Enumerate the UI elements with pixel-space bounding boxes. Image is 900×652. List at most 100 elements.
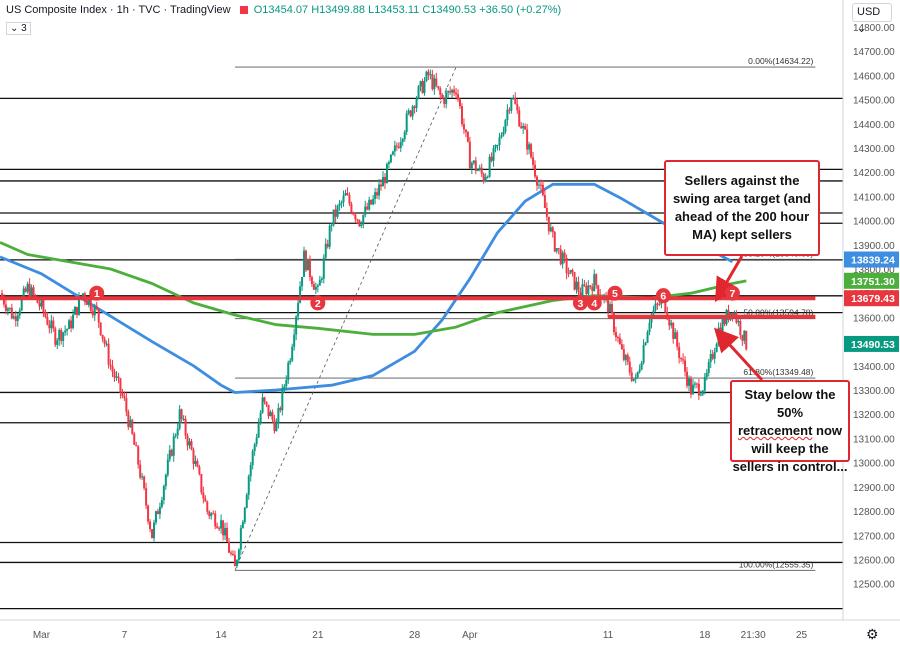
time-axis[interactable]: Mar 7 14 21 28 Apr 11 18 21:30 25 [0,619,900,641]
callout-stay-below-line1: Stay below the 50% [744,387,836,420]
candle-body [555,248,558,252]
gear-icon[interactable]: ⚙ [866,626,879,642]
price-tag-label: 13490.53 [851,339,895,351]
y-tick-label: 13200.00 [853,410,895,421]
candle-body [2,296,5,305]
callout-stay-below: Stay below the 50% retracement now will … [730,380,850,474]
candle-body [611,304,614,314]
y-tick-label: 12600.00 [853,555,895,566]
candle-body [437,86,440,89]
candle-body [182,418,185,420]
y-tick-label: 13800.00 [853,265,895,276]
candle-body [194,461,197,464]
candle-body [717,327,720,345]
candle-body [356,219,359,221]
candle-body [407,110,410,114]
candle-body [54,328,57,345]
candle-body [87,299,90,305]
candle-body [419,81,422,87]
y-tick-label: 14700.00 [853,47,895,58]
candle-body [81,293,84,299]
marker-circle [572,295,588,311]
candle-body [275,422,278,432]
candle-body [409,110,412,117]
candle-body [693,383,696,385]
candle-body [111,365,114,372]
indicator-count: 3 [21,23,27,34]
marker-circle [724,285,740,301]
candle-body [160,500,163,508]
candle-body [640,362,643,370]
symbol-label: US Composite Index · 1h · TVC · TradingV… [6,4,231,16]
candle-body [265,401,268,405]
candle-body [480,167,483,174]
candle-body [573,271,576,290]
candle-body [26,283,29,292]
candle-body [431,74,434,90]
candle-body [520,126,523,129]
y-tick-label: 13600.00 [853,313,895,324]
candle-body [516,104,519,111]
candle-body [526,129,529,150]
candle-body [249,465,252,477]
candle-body [200,474,203,493]
candle-body [358,219,361,227]
candle-body [6,308,9,311]
candle-body [214,513,217,527]
marker-label: 2 [315,298,321,310]
candle-body [403,131,406,140]
candle-body [609,304,612,313]
candle-body [674,332,677,339]
marker-label: 1 [94,288,100,300]
candle-body [241,522,244,529]
fib-trend-line [234,66,457,571]
candle-body [567,273,570,275]
candle-body [535,176,538,186]
x-tick-label: Apr [462,630,478,641]
candle-body [626,355,629,362]
candle-body [103,338,106,345]
candle-body [537,184,540,186]
candle-body [634,377,637,379]
ohlc-readout: O13454.07 H13499.88 L13453.11 C13490.53 … [253,4,562,16]
candle-body [56,340,59,345]
candle-body [235,559,238,567]
candle-body [447,91,450,93]
candle-body [141,476,144,478]
candle-body [50,320,53,329]
candle-body [670,322,673,326]
candle-body [549,227,552,232]
candle-body [164,474,167,487]
candle-body [541,184,544,195]
callout-arrows [713,255,764,382]
y-tick-label: 12800.00 [853,507,895,518]
candle-body [423,80,426,94]
candle-body [393,145,396,152]
price-axis[interactable]: 12500.00 12600.00 12700.00 12800.00 12900.00… [842,0,900,652]
candle-body [632,378,635,381]
candle-body [72,314,75,329]
candle-body [202,492,205,499]
candle-body [28,283,31,299]
candle-body [488,156,491,177]
candle-body [101,334,104,339]
candle-body [559,249,562,265]
indicators-toggle[interactable]: ⌄ 3 [6,22,31,35]
candle-body [127,411,130,428]
candle-body [581,284,584,298]
candle-body [695,383,698,385]
candle-body [620,344,623,350]
candle-body [192,449,195,464]
x-tick-label: 14 [216,630,228,641]
moving-averages [0,182,747,394]
candle-body [255,437,258,445]
candle-body [178,409,181,429]
candle-body [93,305,96,316]
y-tick-label: 14300.00 [853,144,895,155]
candle-body [599,294,602,296]
currency-selector[interactable]: USD ⌄ [852,3,892,35]
candle-body [133,433,136,445]
candle-body [583,284,586,286]
x-tick-label: 11 [603,630,614,641]
